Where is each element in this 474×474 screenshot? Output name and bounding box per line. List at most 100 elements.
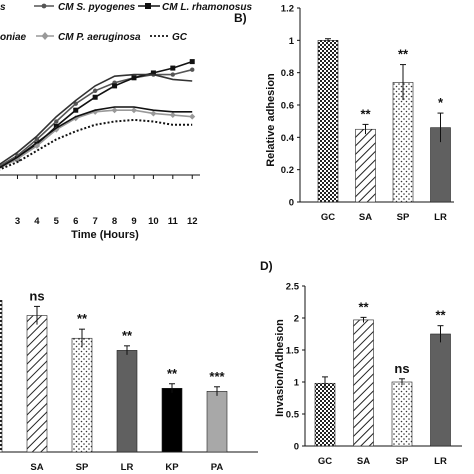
panel-d-bars: GC ** SA ns SP ** LR	[314, 299, 451, 467]
y-tick-label: 0.5	[286, 410, 300, 421]
panel-a-series-lines	[0, 59, 196, 171]
y-tick-label: 0	[294, 442, 299, 453]
category-label: SA	[359, 212, 372, 223]
legend-marker-diamond	[41, 32, 49, 40]
panel-b-label: B)	[234, 11, 247, 25]
y-tick-label: 0	[289, 198, 294, 209]
series-line-3	[0, 106, 193, 169]
y-tick-label: 1.5	[286, 346, 300, 357]
panel-c-bar-chart: ns SA ** SP ** LR ** KP *** PA	[0, 288, 258, 473]
y-tick-label: 0.2	[281, 165, 294, 176]
legend-marker-circle	[41, 3, 47, 9]
x-tick-label: 7	[92, 216, 97, 227]
data-point	[53, 123, 59, 129]
significance-label: **	[360, 106, 371, 121]
y-tick-label: 0.6	[281, 101, 294, 112]
legend-label-p-aeruginosa: CM P. aeruginosa	[58, 32, 141, 43]
legend-label-s-pyogenes: CM S. pyogenes	[58, 2, 136, 13]
bar	[391, 381, 413, 447]
panel-c-bars: ns SA ** SP ** LR ** KP *** PA	[0, 288, 228, 473]
data-point	[190, 67, 195, 72]
category-label: PA	[211, 462, 224, 473]
x-tick-label: 5	[54, 216, 60, 227]
y-tick-label: 1.2	[281, 4, 294, 15]
x-tick-label: 6	[73, 216, 78, 227]
x-tick-label: 9	[131, 216, 136, 227]
panel-a-x-tick-labels: 3 4 5 6 7 8 9 10 11 12	[15, 175, 198, 227]
data-point	[189, 113, 196, 120]
significance-label: **	[122, 328, 133, 343]
series-line-2	[0, 109, 193, 169]
data-point	[92, 94, 98, 100]
category-label: SP	[397, 212, 410, 223]
data-point	[34, 137, 40, 142]
data-point	[54, 119, 59, 124]
y-tick-label: 0.4	[281, 133, 295, 144]
data-point	[112, 83, 118, 89]
category-label: SP	[396, 456, 409, 467]
y-tick-label: 2	[294, 314, 299, 325]
data-point	[14, 155, 21, 162]
significance-label: ns	[29, 288, 44, 303]
significance-label: *	[438, 95, 444, 110]
significance-label: **	[358, 299, 369, 314]
legend-label-truncated-1: s	[0, 2, 6, 13]
x-tick-label: 10	[148, 216, 159, 227]
data-point	[73, 101, 78, 106]
panel-d-label: D)	[260, 259, 273, 273]
category-label: LR	[434, 212, 447, 223]
bar	[26, 315, 48, 453]
panel-a-legend: s CM S. pyogenes CM L. rhamonosus oniae …	[0, 2, 252, 43]
bar	[314, 382, 336, 447]
category-label: KP	[165, 462, 179, 473]
panel-b-y-tick-labels: 0 0.2 0.4 0.6 0.8 1 1.2	[281, 4, 300, 209]
x-tick-label: 3	[15, 216, 20, 227]
legend-label-l-rhamonosus: CM L. rhamonosus	[162, 2, 252, 13]
data-point	[170, 72, 176, 77]
category-label: GC	[321, 212, 335, 223]
category-label: LR	[121, 462, 134, 473]
data-point	[170, 65, 176, 71]
panel-a-line-chart: 3 4 5 6 7 8 9 10 11 12 Time (Hours) s CM S. pyoge…	[0, 2, 252, 241]
significance-label: ns	[394, 361, 409, 376]
bar	[71, 337, 93, 453]
data-point	[92, 88, 98, 93]
bar	[355, 128, 376, 203]
category-label: SA	[357, 456, 370, 467]
category-label: SA	[30, 462, 43, 473]
bar	[317, 40, 339, 203]
bar	[353, 319, 374, 447]
panel-d-y-axis-label: Invasion/Adhesion	[274, 319, 286, 417]
data-point	[130, 107, 137, 114]
bar	[392, 82, 414, 203]
legend-label-truncated-2: oniae	[0, 32, 27, 43]
category-label: GC	[318, 456, 332, 467]
significance-label: **	[77, 311, 88, 326]
significance-label: **	[398, 47, 409, 62]
panel-d-bar-chart: D) Invasion/Adhesion 0 0.5 1 1.5 2 2.5 GC ** SA…	[260, 259, 462, 467]
series-line-0	[0, 68, 193, 167]
data-point	[169, 112, 176, 119]
bar	[116, 350, 138, 453]
bar	[0, 300, 3, 453]
x-tick-label: 8	[112, 216, 117, 227]
panel-b-bars: GC ** SA ** SP * LR	[317, 38, 451, 223]
data-point	[73, 107, 79, 113]
bar	[430, 333, 451, 447]
category-label: LR	[434, 456, 447, 467]
category-label: SP	[76, 462, 89, 473]
panel-b-y-axis-label: Relative adhesion	[265, 73, 277, 167]
data-point	[131, 75, 137, 81]
significance-label: ***	[209, 369, 225, 384]
bar	[161, 387, 183, 453]
data-point	[111, 107, 118, 114]
data-point	[189, 59, 195, 65]
data-point	[150, 110, 157, 117]
significance-label: **	[435, 308, 446, 323]
panel-b-bar-chart: B) Relative adhesion 0 0.2 0.4 0.6 0.8 1 1.2 G…	[234, 4, 454, 223]
x-tick-label: 4	[34, 216, 40, 227]
y-tick-label: 1	[289, 36, 295, 47]
data-point	[150, 70, 156, 76]
y-tick-label: 0.8	[281, 68, 294, 79]
